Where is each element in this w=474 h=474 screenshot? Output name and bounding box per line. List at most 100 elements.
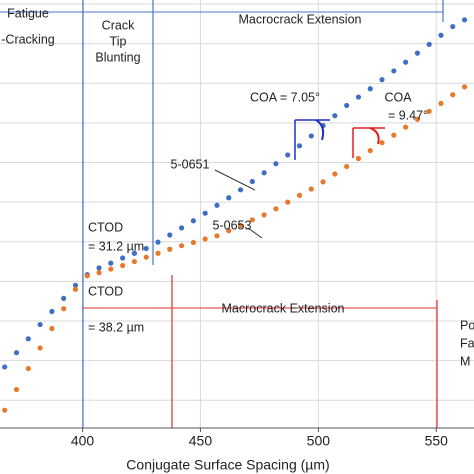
point (143, 254, 149, 260)
annotation: M (460, 354, 470, 368)
point (426, 41, 432, 47)
point (155, 239, 161, 245)
point (13, 350, 20, 356)
point (167, 232, 173, 238)
point (450, 23, 456, 30)
annotation: = 31.2 µm (88, 239, 144, 253)
point (450, 92, 456, 98)
point (49, 308, 55, 315)
point (61, 306, 67, 312)
point (391, 68, 397, 74)
annotation: COA = 7.05° (250, 90, 320, 104)
point (214, 233, 220, 239)
point (37, 321, 43, 328)
point (332, 113, 338, 119)
point (367, 147, 373, 154)
data-layer (2, 17, 468, 413)
point (308, 186, 314, 192)
point (461, 84, 468, 90)
point (379, 140, 385, 146)
point (438, 32, 444, 38)
point (131, 250, 138, 256)
point (25, 336, 31, 342)
point (108, 260, 114, 266)
point (96, 265, 102, 271)
point (25, 365, 31, 372)
coa-arc (315, 119, 325, 141)
point (285, 199, 291, 205)
point (391, 132, 397, 138)
point (49, 325, 55, 332)
point (296, 143, 303, 149)
point (285, 152, 291, 158)
point (155, 250, 161, 256)
annotation: = 38.2 µm (88, 320, 144, 334)
coa-arc (369, 127, 380, 145)
point (249, 217, 255, 223)
point (2, 407, 8, 413)
point (72, 286, 79, 292)
point (461, 17, 468, 23)
point (37, 345, 43, 351)
annotation: Crack (102, 18, 135, 32)
annotation: Fa (460, 336, 474, 350)
point (414, 116, 421, 122)
point (438, 100, 444, 107)
annotation: -Cracking (1, 32, 55, 46)
annotation: Macrocrack Extension (239, 12, 362, 26)
leader (247, 227, 263, 239)
point (190, 239, 196, 246)
point (96, 270, 102, 276)
point (167, 246, 173, 252)
annotation: CTOD (88, 284, 123, 298)
point (120, 262, 126, 269)
point (2, 364, 8, 370)
point (143, 245, 149, 252)
annotation: Po (460, 318, 474, 332)
annotation: CTOD (88, 220, 123, 234)
point (296, 192, 303, 198)
x-tick-label: 550 (425, 433, 449, 449)
point (367, 86, 373, 92)
point (414, 50, 421, 56)
x-tick-label: 450 (189, 433, 213, 449)
point (355, 155, 362, 162)
point (379, 77, 385, 83)
point (237, 222, 244, 229)
annotation: COA (384, 90, 412, 104)
point (261, 212, 267, 218)
annotation: Tip (110, 34, 127, 48)
series-label: 5-0651 (171, 157, 210, 171)
x-axis-label: Conjugate Surface Spacing (µm) (126, 457, 329, 473)
point (202, 236, 208, 242)
reference-lines (0, 0, 474, 429)
point (344, 102, 350, 109)
x-tick-label: 400 (71, 433, 95, 449)
point (226, 195, 232, 201)
point (273, 206, 279, 212)
grid (0, 0, 474, 428)
point (214, 202, 220, 208)
series-label: 5-0653 (213, 218, 252, 232)
annotation: Fatigue (7, 6, 49, 20)
point (13, 386, 20, 393)
point (226, 228, 232, 234)
x-tick-label: 500 (307, 433, 331, 449)
point (120, 255, 126, 261)
point (108, 266, 114, 272)
point (131, 258, 138, 265)
point (237, 187, 244, 193)
annotation: Blunting (95, 50, 140, 64)
leader (214, 169, 256, 191)
point (273, 161, 279, 167)
annotation: Macrocrack Extension (222, 301, 345, 315)
point (190, 218, 196, 224)
point (426, 108, 432, 114)
point (202, 210, 208, 216)
point (261, 170, 267, 176)
point (355, 94, 362, 100)
point (61, 295, 67, 302)
point (84, 273, 90, 279)
point (249, 178, 255, 185)
